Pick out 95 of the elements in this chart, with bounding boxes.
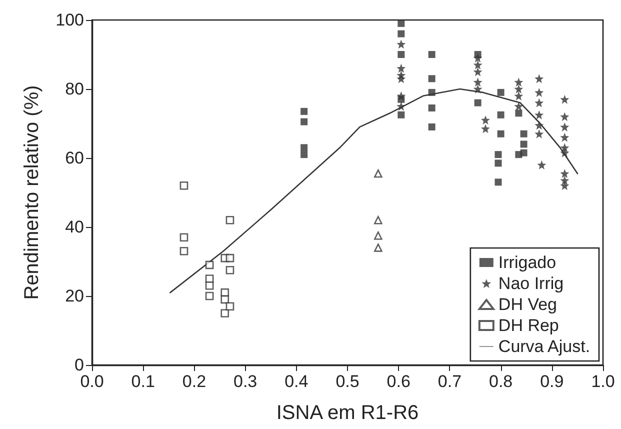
point: [300, 151, 308, 158]
point: [534, 98, 544, 108]
point: [534, 74, 544, 84]
point: [220, 309, 230, 318]
point: [374, 216, 382, 224]
point: [398, 111, 405, 118]
point: [480, 124, 490, 134]
x-tick-label: 0.5: [336, 372, 360, 391]
point: [480, 116, 490, 125]
y-tick-label: 80: [65, 80, 84, 98]
y-tick-label: 40: [65, 218, 84, 236]
point: [396, 74, 406, 84]
point: [494, 151, 502, 158]
point: [205, 292, 214, 300]
point: [374, 169, 382, 178]
point: [560, 122, 570, 132]
point: [396, 64, 406, 73]
x-tick-label: 0.0: [80, 372, 104, 391]
point: [226, 216, 234, 224]
point: [205, 260, 214, 270]
y-tick-label: 100: [56, 10, 84, 30]
point: [560, 112, 570, 122]
x-tick-label: 0.6: [386, 372, 410, 391]
x-tick-label: 0.4: [284, 372, 308, 391]
point: [398, 20, 405, 27]
y-axis-title: Rendimento relativo (%): [21, 85, 43, 300]
point: [180, 233, 188, 242]
point: [473, 53, 482, 62]
point: [473, 67, 482, 76]
x-tick-label: 0.1: [131, 372, 155, 391]
point: [226, 266, 234, 274]
point: [514, 84, 524, 94]
point: [514, 78, 524, 87]
point: [396, 40, 406, 49]
point: [374, 244, 382, 252]
point: [226, 302, 234, 310]
point: [473, 78, 482, 87]
point: [180, 181, 188, 190]
point: [300, 118, 308, 126]
point: [494, 160, 502, 167]
x-tick-label: 0.3: [233, 372, 258, 391]
point: [560, 148, 570, 158]
point: [515, 151, 522, 158]
point: [374, 231, 382, 240]
point: [398, 30, 405, 38]
point: [205, 282, 214, 290]
point: [220, 295, 230, 304]
legend-label: Irrigado: [498, 253, 556, 272]
point: [520, 140, 528, 148]
y-tick-label: 20: [65, 286, 84, 306]
point: [497, 111, 504, 118]
x-tick-label: 0.9: [540, 372, 564, 391]
point: [497, 130, 504, 138]
point: [560, 169, 570, 178]
point: [497, 88, 504, 96]
point: [534, 110, 544, 120]
point: [560, 181, 570, 190]
point: [300, 144, 308, 152]
point: [473, 60, 482, 70]
point: [560, 132, 570, 142]
x-tick-label: 0.7: [438, 372, 462, 391]
legend-label: DH Rep: [498, 316, 559, 335]
point: [428, 123, 436, 130]
point: [515, 110, 522, 117]
point: [514, 91, 524, 100]
point: [560, 176, 570, 185]
legend-label: DH Veg: [498, 295, 558, 314]
point: [514, 102, 524, 111]
point: [300, 108, 308, 115]
point: [537, 160, 546, 170]
x-tick-label: 0.8: [488, 372, 513, 391]
point: [520, 130, 528, 138]
point: [560, 94, 570, 104]
point: [473, 84, 482, 94]
point: [494, 178, 502, 186]
legend-label: Curva Ajust.: [498, 337, 590, 356]
point: [428, 104, 436, 112]
point: [474, 99, 482, 106]
x-tick-label: 1.0: [591, 372, 615, 391]
point: [396, 91, 406, 100]
legend-label: Nao Irrig: [498, 274, 564, 293]
point: [428, 75, 436, 82]
point: [534, 120, 544, 130]
x-axis-title: ISNA em R1-R6: [276, 402, 419, 424]
point: [534, 88, 544, 97]
point: [398, 51, 405, 58]
point: [180, 247, 188, 256]
point: [428, 51, 436, 58]
point: [560, 143, 570, 152]
x-tick-label: 0.2: [182, 372, 206, 391]
y-tick-label: 0: [74, 356, 84, 374]
point: [428, 88, 436, 96]
y-tick-label: 60: [65, 148, 84, 168]
point: [226, 254, 234, 262]
point: [534, 129, 544, 138]
